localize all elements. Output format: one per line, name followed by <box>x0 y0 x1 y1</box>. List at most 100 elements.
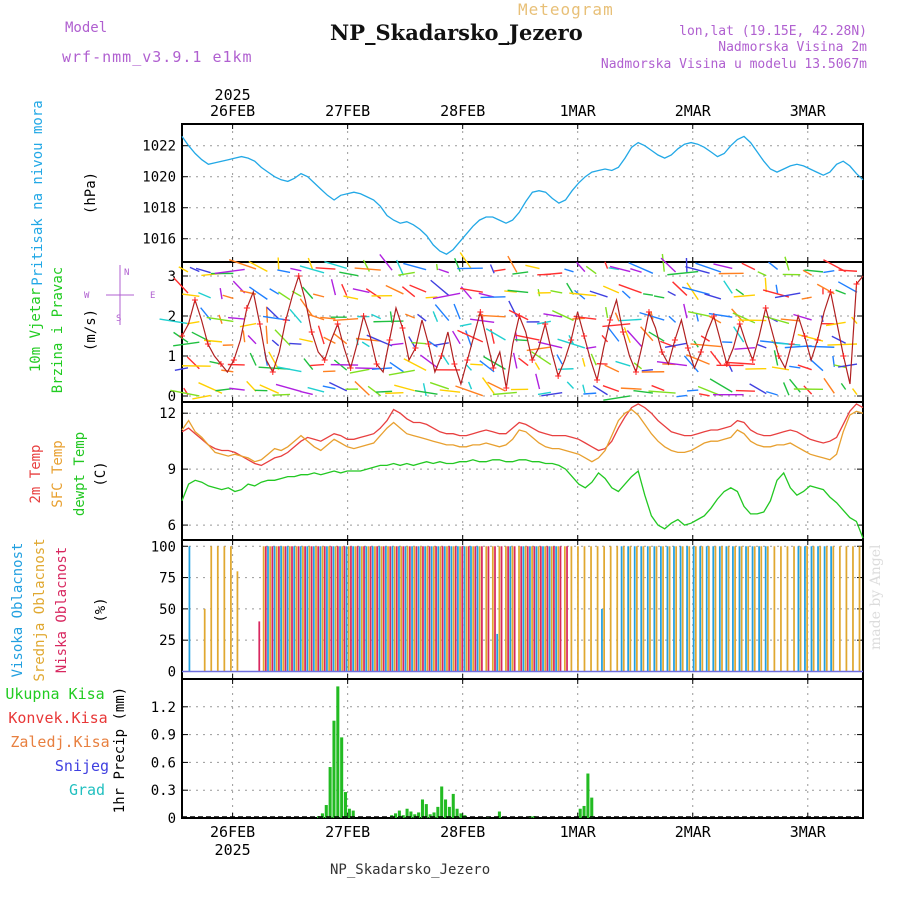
cloud-mid-bar <box>537 546 540 672</box>
cloud-high-bar <box>817 546 819 672</box>
cloud-mid-bar <box>511 546 514 672</box>
wind-arrow <box>433 342 449 347</box>
wind-arrow <box>639 311 665 321</box>
wind-arrow <box>182 293 200 297</box>
cloud-high-bar <box>332 546 335 672</box>
cloud-mid-bar <box>518 546 520 672</box>
temperature-ytick-label: 6 <box>168 518 176 534</box>
wind-arrow <box>479 360 495 373</box>
wind-arrow <box>784 256 790 271</box>
wind-arrow <box>249 352 257 366</box>
wind-arrow <box>269 288 280 295</box>
pressure-ylabel: Pritisak na nivou mora <box>30 100 46 285</box>
cloud-mid-bar <box>760 546 763 672</box>
wind-ytick-label: 2 <box>168 309 176 325</box>
wind-arrow <box>242 330 246 343</box>
wind-arrow <box>206 316 234 323</box>
cloud-low-bar <box>258 621 261 672</box>
wind-speed-marker <box>775 353 782 359</box>
wind-arrow <box>459 252 473 270</box>
bottom-xtick-label: 28FEB <box>440 823 485 841</box>
wind-unit-label: (m/s) <box>83 309 99 351</box>
cloud-low-bar <box>474 546 477 672</box>
cloud-high-ylabel: Visoka Oblacnost <box>10 543 26 678</box>
wind-speed-marker <box>321 357 328 363</box>
cloud-low-bar <box>409 546 411 672</box>
cloud-mid-bar <box>210 546 213 672</box>
cloud-high-bar <box>764 546 767 672</box>
wind-arrow <box>429 381 450 390</box>
cloud-low-bar <box>389 546 392 672</box>
wind-speed-marker <box>282 317 289 323</box>
wind-arrow <box>698 393 710 397</box>
wind-arrow <box>518 357 529 367</box>
cloud-high-bar <box>299 546 302 672</box>
cloud-high-bar <box>535 546 538 672</box>
temperature-ytick-label: 12 <box>159 406 176 422</box>
wind-arrow <box>310 363 325 367</box>
cloud-low-bar <box>350 546 352 672</box>
wind-arrow <box>685 266 710 274</box>
cloud-mid-bar <box>616 546 619 672</box>
precip-bar <box>440 786 444 818</box>
wind-arrow <box>687 389 699 392</box>
wind-arrow <box>508 309 529 321</box>
pressure-panel-frame <box>181 123 864 263</box>
cloud-mid-bar <box>577 546 579 672</box>
wind-arrow <box>667 290 676 297</box>
wind-arrow <box>265 306 269 323</box>
wind-arrow <box>723 280 733 294</box>
cloud-high-bar <box>620 546 623 672</box>
cloud-high-bar <box>718 546 721 672</box>
top-xtick-label: 1MAR <box>560 102 597 120</box>
cloud-mid-bar <box>766 546 769 672</box>
wind-arrow <box>403 262 427 271</box>
cloud-mid-bar <box>275 546 278 672</box>
precip-bar <box>409 811 413 818</box>
wind-arrow <box>633 389 653 394</box>
wind-arrow <box>365 288 382 300</box>
precip-bar <box>459 813 463 818</box>
wind-arrow <box>569 292 597 297</box>
cloud-mid-bar <box>269 546 272 672</box>
cloud-mid-bar <box>354 546 357 672</box>
wind-speed-marker <box>191 297 198 303</box>
model-value: wrf-nmm_v3.9.1 e1km <box>62 48 253 66</box>
cloud-low-bar <box>566 546 568 672</box>
cloud-low-bar <box>513 546 516 672</box>
wind-arrow <box>725 361 755 365</box>
cloud-low-bar <box>271 546 274 672</box>
wind-arrow <box>537 391 551 396</box>
cloud-mid-bar <box>282 546 285 672</box>
cloud-mid-bar <box>302 546 304 672</box>
cloud-low-bar <box>317 546 320 672</box>
precip-bar <box>586 773 590 818</box>
wind-speed-marker <box>373 361 380 367</box>
wind-arrow <box>504 290 517 293</box>
cloud-mid-bar <box>531 546 533 672</box>
precip-bar <box>336 686 340 818</box>
wind-arrow <box>620 387 642 390</box>
cloud-mid-bar <box>426 546 429 672</box>
cloud-mid-bar <box>609 546 612 672</box>
wind-arrow <box>198 382 223 394</box>
wind-arrow <box>277 269 291 274</box>
wind-arrow <box>583 392 597 395</box>
cloud-mid-bar <box>694 546 697 672</box>
wind-arrow <box>576 261 586 273</box>
cloud-low-bar <box>454 546 457 672</box>
wind-arrow <box>695 312 699 322</box>
chart-title: NP_Skadarsko_Jezero <box>330 20 583 45</box>
cloud-mid-bar <box>505 546 507 672</box>
wind-arrow <box>543 313 563 318</box>
cloud-high-bar <box>188 546 191 672</box>
cloud-high-bar <box>758 546 760 672</box>
wind-arrow <box>271 339 280 347</box>
wind-arrow <box>733 294 756 298</box>
cloud-mid-bar <box>459 546 461 672</box>
cloud-mid-bar <box>622 546 625 672</box>
wind-speed-marker <box>840 353 847 359</box>
wind-speed-marker <box>723 361 730 367</box>
station-elevation: Nadmorska Visina 2m <box>718 40 867 55</box>
